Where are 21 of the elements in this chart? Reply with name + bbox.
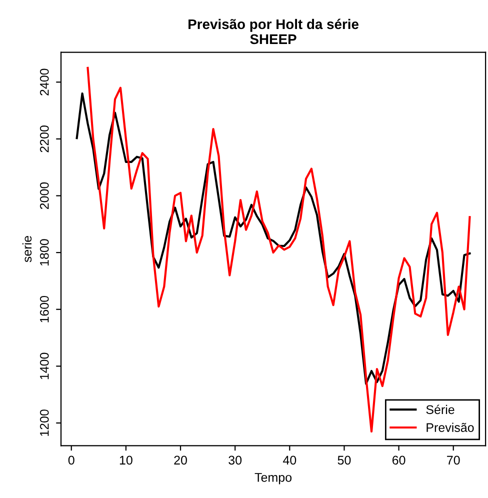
y-tick-label: 1400 [40,352,49,380]
x-tick-label: 0 [68,456,74,465]
y-tick-label: 2400 [40,68,49,96]
chart-title: Previsão por Holt da série SHEEP [188,18,358,44]
x-tick-label: 40 [282,456,296,465]
y-tick-label: 2000 [40,182,49,210]
x-tick-label: 30 [228,456,242,465]
x-tick-label: 10 [120,456,132,465]
legend-label: Série [426,404,454,414]
x-tick-label: 70 [447,456,460,465]
y-tick-label: 1600 [40,296,49,322]
line-series [76,92,471,385]
y-tick-label: 1800 [40,239,49,266]
legend-label: Previsão [426,422,474,432]
y-axis-title: serie [22,236,32,262]
x-tick-label: 60 [392,456,406,465]
x-tick-label: 20 [174,456,187,465]
y-tick-label: 2200 [40,126,49,152]
y-tick-label: 1200 [40,410,49,436]
x-tick-label: 50 [338,456,351,465]
x-axis-title: Tempo [254,473,292,484]
